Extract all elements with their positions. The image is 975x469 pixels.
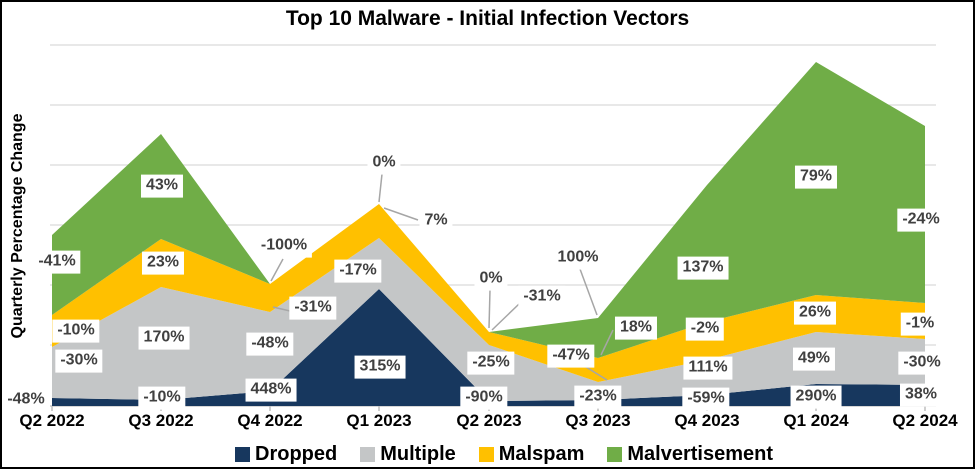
label-leader-line <box>272 306 291 312</box>
data-label-dropped-q1-2024: 290% <box>790 385 842 409</box>
data-label-malspam-q1-2024: 26% <box>793 301 837 325</box>
x-axis-label-q2-2022: Q2 2022 <box>19 411 85 430</box>
data-label-malvertisement-q2-2023: 0% <box>474 267 508 291</box>
x-axis-label-q1-2024: Q1 2024 <box>783 411 849 430</box>
data-label-dropped-q3-2023: -23% <box>574 385 622 409</box>
data-label-malvertisement-q1-2023: 0% <box>367 151 401 175</box>
data-label-multiple-q3-2022: 170% <box>138 326 190 350</box>
x-axis-label-q2-2024: Q2 2024 <box>892 411 958 430</box>
data-label-multiple-q1-2023: -17% <box>334 259 382 283</box>
legend-item-malvertisement: Malvertisement <box>607 443 773 466</box>
data-label-multiple-q2-2024: -30% <box>898 351 946 375</box>
data-label-multiple-q4-2023: 111% <box>683 356 733 380</box>
x-axis-label-q3-2022: Q3 2022 <box>128 411 194 430</box>
legend-label-malspam: Malspam <box>498 443 585 465</box>
legend-label-dropped: Dropped <box>255 443 338 465</box>
legend-item-multiple: Multiple <box>360 443 456 466</box>
data-label-dropped-q2-2024: 38% <box>899 383 943 407</box>
legend-item-dropped: Dropped <box>235 443 337 466</box>
data-label-dropped-q3-2022: -10% <box>138 386 186 410</box>
legend-swatch-dropped-icon <box>235 447 250 462</box>
data-label-malspam-q1-2023: 7% <box>419 209 453 233</box>
label-leader-line <box>600 329 614 356</box>
data-label-dropped-q1-2023: 315% <box>354 355 406 379</box>
legend-label-malvertisement: Malvertisement <box>627 443 773 465</box>
label-leader-line <box>585 366 608 381</box>
x-axis-label-q2-2023: Q2 2023 <box>456 411 522 430</box>
x-axis-label-q4-2023: Q4 2023 <box>674 411 740 430</box>
data-label-malspam-q3-2023: 18% <box>614 316 658 340</box>
data-label-malvertisement-q3-2023: 100% <box>552 246 604 270</box>
label-leader-line <box>378 173 383 203</box>
label-leader-line <box>491 303 520 331</box>
legend-item-malspam: Malspam <box>478 443 585 466</box>
label-leader-line <box>383 207 419 221</box>
data-label-multiple-q2-2023: -25% <box>467 351 515 375</box>
data-label-malspam-q2-2023: -31% <box>518 285 566 309</box>
legend-label-multiple: Multiple <box>380 443 456 465</box>
legend-swatch-malspam-icon <box>478 447 494 462</box>
data-label-malspam-q2-2022: -10% <box>52 319 100 343</box>
data-label-malvertisement-q3-2022: 43% <box>140 174 184 198</box>
data-label-malvertisement-q4-2023: 137% <box>677 256 729 280</box>
data-label-dropped-q4-2022: 448% <box>245 378 297 402</box>
area-malvertisement <box>52 62 925 358</box>
data-label-malspam-q3-2022: 23% <box>141 251 185 275</box>
data-label-dropped-q2-2023: -90% <box>460 386 508 410</box>
data-label-malspam-q4-2022: -31% <box>289 296 337 320</box>
data-label-multiple-q2-2022: -30% <box>55 349 103 373</box>
legend: Dropped Multiple Malspam Malvertisement <box>235 443 773 466</box>
data-label-malvertisement-q2-2024: -24% <box>897 208 945 232</box>
data-label-dropped-q4-2023: -59% <box>682 387 730 411</box>
chart-title: Top 10 Malware - Initial Infection Vecto… <box>285 7 690 30</box>
data-label-dropped-q2-2022: -48% <box>2 388 50 412</box>
data-label-malvertisement-q4-2022: -100% <box>255 234 313 258</box>
label-leader-line <box>579 268 598 316</box>
data-label-multiple-q1-2024: 49% <box>792 347 836 371</box>
label-leader-line <box>270 258 284 282</box>
legend-swatch-malvertisement-icon <box>607 447 623 462</box>
data-label-malvertisement-q2-2022: -41% <box>33 250 81 274</box>
data-label-malspam-q4-2023: -2% <box>685 317 725 341</box>
legend-swatch-multiple-icon <box>360 447 376 462</box>
x-axis-label-q3-2023: Q3 2023 <box>565 411 631 430</box>
data-label-multiple-q3-2023: -47% <box>547 344 595 368</box>
data-label-multiple-q4-2022: -48% <box>246 332 294 356</box>
data-label-malvertisement-q1-2024: 79% <box>794 165 838 189</box>
x-axis-label-q4-2022: Q4 2022 <box>237 411 303 430</box>
x-axis-label-q1-2023: Q1 2023 <box>346 411 412 430</box>
data-label-malspam-q2-2024: -1% <box>900 312 940 336</box>
label-leader-line <box>488 289 491 329</box>
